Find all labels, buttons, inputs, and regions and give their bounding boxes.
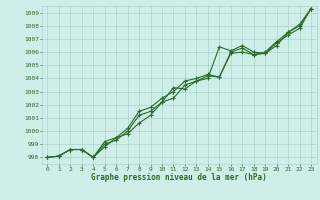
X-axis label: Graphe pression niveau de la mer (hPa): Graphe pression niveau de la mer (hPa) xyxy=(91,173,267,182)
